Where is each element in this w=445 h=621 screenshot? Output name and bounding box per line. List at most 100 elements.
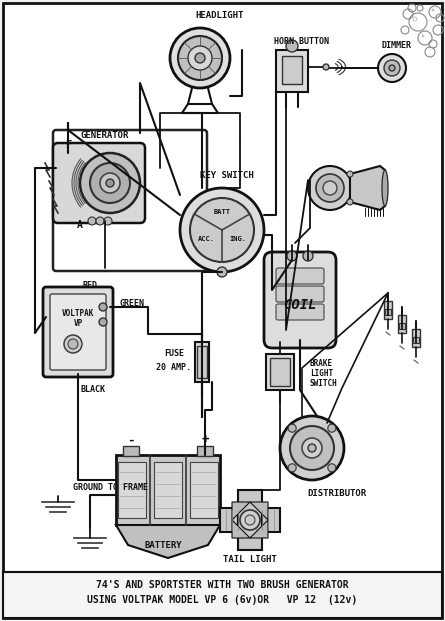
Circle shape — [190, 198, 254, 262]
Circle shape — [323, 64, 329, 70]
Circle shape — [99, 303, 107, 311]
Circle shape — [303, 251, 313, 261]
Bar — [197, 346, 207, 378]
Text: DIMMER: DIMMER — [382, 42, 412, 50]
Bar — [266, 354, 294, 390]
Bar — [197, 446, 213, 456]
Circle shape — [378, 54, 406, 82]
Circle shape — [217, 267, 227, 277]
Bar — [238, 490, 262, 550]
Text: +: + — [201, 433, 209, 446]
Circle shape — [280, 416, 344, 480]
Text: SWITCH: SWITCH — [310, 379, 338, 389]
Text: BRAKE: BRAKE — [310, 360, 333, 368]
Circle shape — [290, 426, 334, 470]
Bar — [190, 462, 218, 518]
Text: GENERATOR: GENERATOR — [81, 132, 129, 140]
Bar — [116, 455, 220, 525]
Circle shape — [308, 166, 352, 210]
Bar — [123, 446, 139, 456]
Text: VP: VP — [73, 319, 83, 329]
Bar — [412, 329, 420, 347]
Circle shape — [80, 153, 140, 213]
Text: HEADLIGHT: HEADLIGHT — [196, 11, 244, 19]
Text: ACC.: ACC. — [198, 236, 215, 242]
Circle shape — [96, 217, 104, 225]
Polygon shape — [116, 525, 220, 558]
Bar — [118, 462, 146, 518]
Circle shape — [178, 36, 222, 80]
Polygon shape — [250, 502, 268, 520]
Circle shape — [328, 464, 336, 472]
Text: LIGHT: LIGHT — [310, 369, 333, 379]
Bar — [154, 462, 182, 518]
FancyBboxPatch shape — [43, 287, 113, 377]
Circle shape — [170, 28, 230, 88]
Text: RED: RED — [82, 281, 97, 289]
Bar — [276, 50, 308, 92]
Circle shape — [90, 163, 130, 203]
Bar — [399, 323, 405, 329]
Text: 20 AMP.: 20 AMP. — [157, 363, 191, 371]
Circle shape — [195, 53, 205, 63]
Text: FUSE: FUSE — [164, 350, 184, 358]
Circle shape — [384, 60, 400, 76]
Bar — [384, 301, 392, 319]
Polygon shape — [232, 502, 250, 520]
Text: DISTRIBUTOR: DISTRIBUTOR — [307, 489, 367, 497]
FancyBboxPatch shape — [53, 143, 145, 223]
Circle shape — [347, 171, 353, 177]
Text: KEY SWITCH: KEY SWITCH — [200, 171, 254, 179]
Bar — [3, 572, 442, 618]
Circle shape — [88, 217, 96, 225]
Circle shape — [100, 173, 120, 193]
Circle shape — [287, 251, 297, 261]
Circle shape — [99, 318, 107, 326]
Text: BATT: BATT — [214, 209, 231, 215]
Text: BLACK: BLACK — [81, 386, 105, 394]
Polygon shape — [232, 520, 250, 538]
Circle shape — [328, 424, 336, 432]
Bar — [385, 309, 391, 315]
Text: TAIL LIGHT: TAIL LIGHT — [223, 556, 277, 564]
Text: VOLTPAK: VOLTPAK — [62, 309, 94, 319]
FancyBboxPatch shape — [264, 252, 336, 348]
Bar — [220, 508, 280, 532]
Circle shape — [316, 174, 344, 202]
Circle shape — [288, 424, 296, 432]
Text: -: - — [127, 433, 135, 446]
Polygon shape — [250, 520, 268, 538]
FancyBboxPatch shape — [276, 286, 324, 302]
Bar — [282, 56, 302, 84]
Ellipse shape — [382, 170, 388, 206]
Circle shape — [288, 464, 296, 472]
Circle shape — [180, 188, 264, 272]
Text: ING.: ING. — [229, 236, 246, 242]
Text: GROUND TO FRAME: GROUND TO FRAME — [73, 484, 148, 492]
Bar — [195, 342, 209, 382]
Text: A: A — [77, 220, 83, 230]
Text: BATTERY: BATTERY — [144, 540, 182, 550]
Text: HORN BUTTON: HORN BUTTON — [275, 37, 329, 47]
FancyBboxPatch shape — [50, 294, 106, 370]
Text: 74'S AND SPORTSTER WITH TWO BRUSH GENERATOR: 74'S AND SPORTSTER WITH TWO BRUSH GENERA… — [96, 580, 348, 590]
Circle shape — [104, 217, 112, 225]
Circle shape — [389, 65, 395, 71]
Text: GREEN: GREEN — [120, 299, 145, 309]
FancyBboxPatch shape — [276, 268, 324, 284]
Circle shape — [106, 179, 114, 187]
Circle shape — [240, 510, 260, 530]
Polygon shape — [350, 166, 385, 210]
Circle shape — [286, 40, 298, 52]
Text: COIL: COIL — [283, 298, 317, 312]
Text: F: F — [65, 140, 71, 150]
Circle shape — [308, 444, 316, 452]
Circle shape — [68, 339, 78, 349]
Bar — [270, 358, 290, 386]
Circle shape — [323, 181, 337, 195]
Circle shape — [188, 46, 212, 70]
Circle shape — [347, 199, 353, 205]
Text: USING VOLTPAK MODEL VP 6 (6v)OR   VP 12  (12v): USING VOLTPAK MODEL VP 6 (6v)OR VP 12 (1… — [87, 595, 357, 605]
Bar — [398, 315, 406, 333]
Circle shape — [245, 515, 255, 525]
